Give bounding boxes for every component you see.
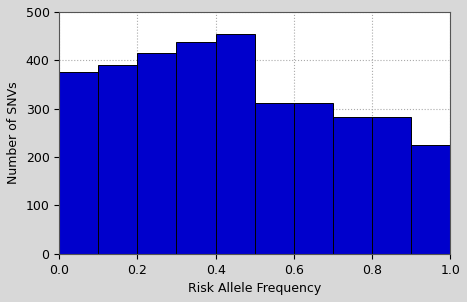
Bar bbox=[99, 65, 137, 254]
Y-axis label: Number of SNVs: Number of SNVs bbox=[7, 82, 20, 184]
X-axis label: Risk Allele Frequency: Risk Allele Frequency bbox=[188, 282, 321, 295]
Bar bbox=[216, 34, 255, 254]
Bar bbox=[137, 53, 177, 254]
Bar bbox=[255, 103, 294, 254]
Bar bbox=[177, 42, 216, 254]
Bar bbox=[294, 103, 333, 254]
Bar bbox=[411, 145, 450, 254]
Bar bbox=[372, 117, 411, 254]
Bar bbox=[333, 117, 372, 254]
Bar bbox=[59, 72, 99, 254]
